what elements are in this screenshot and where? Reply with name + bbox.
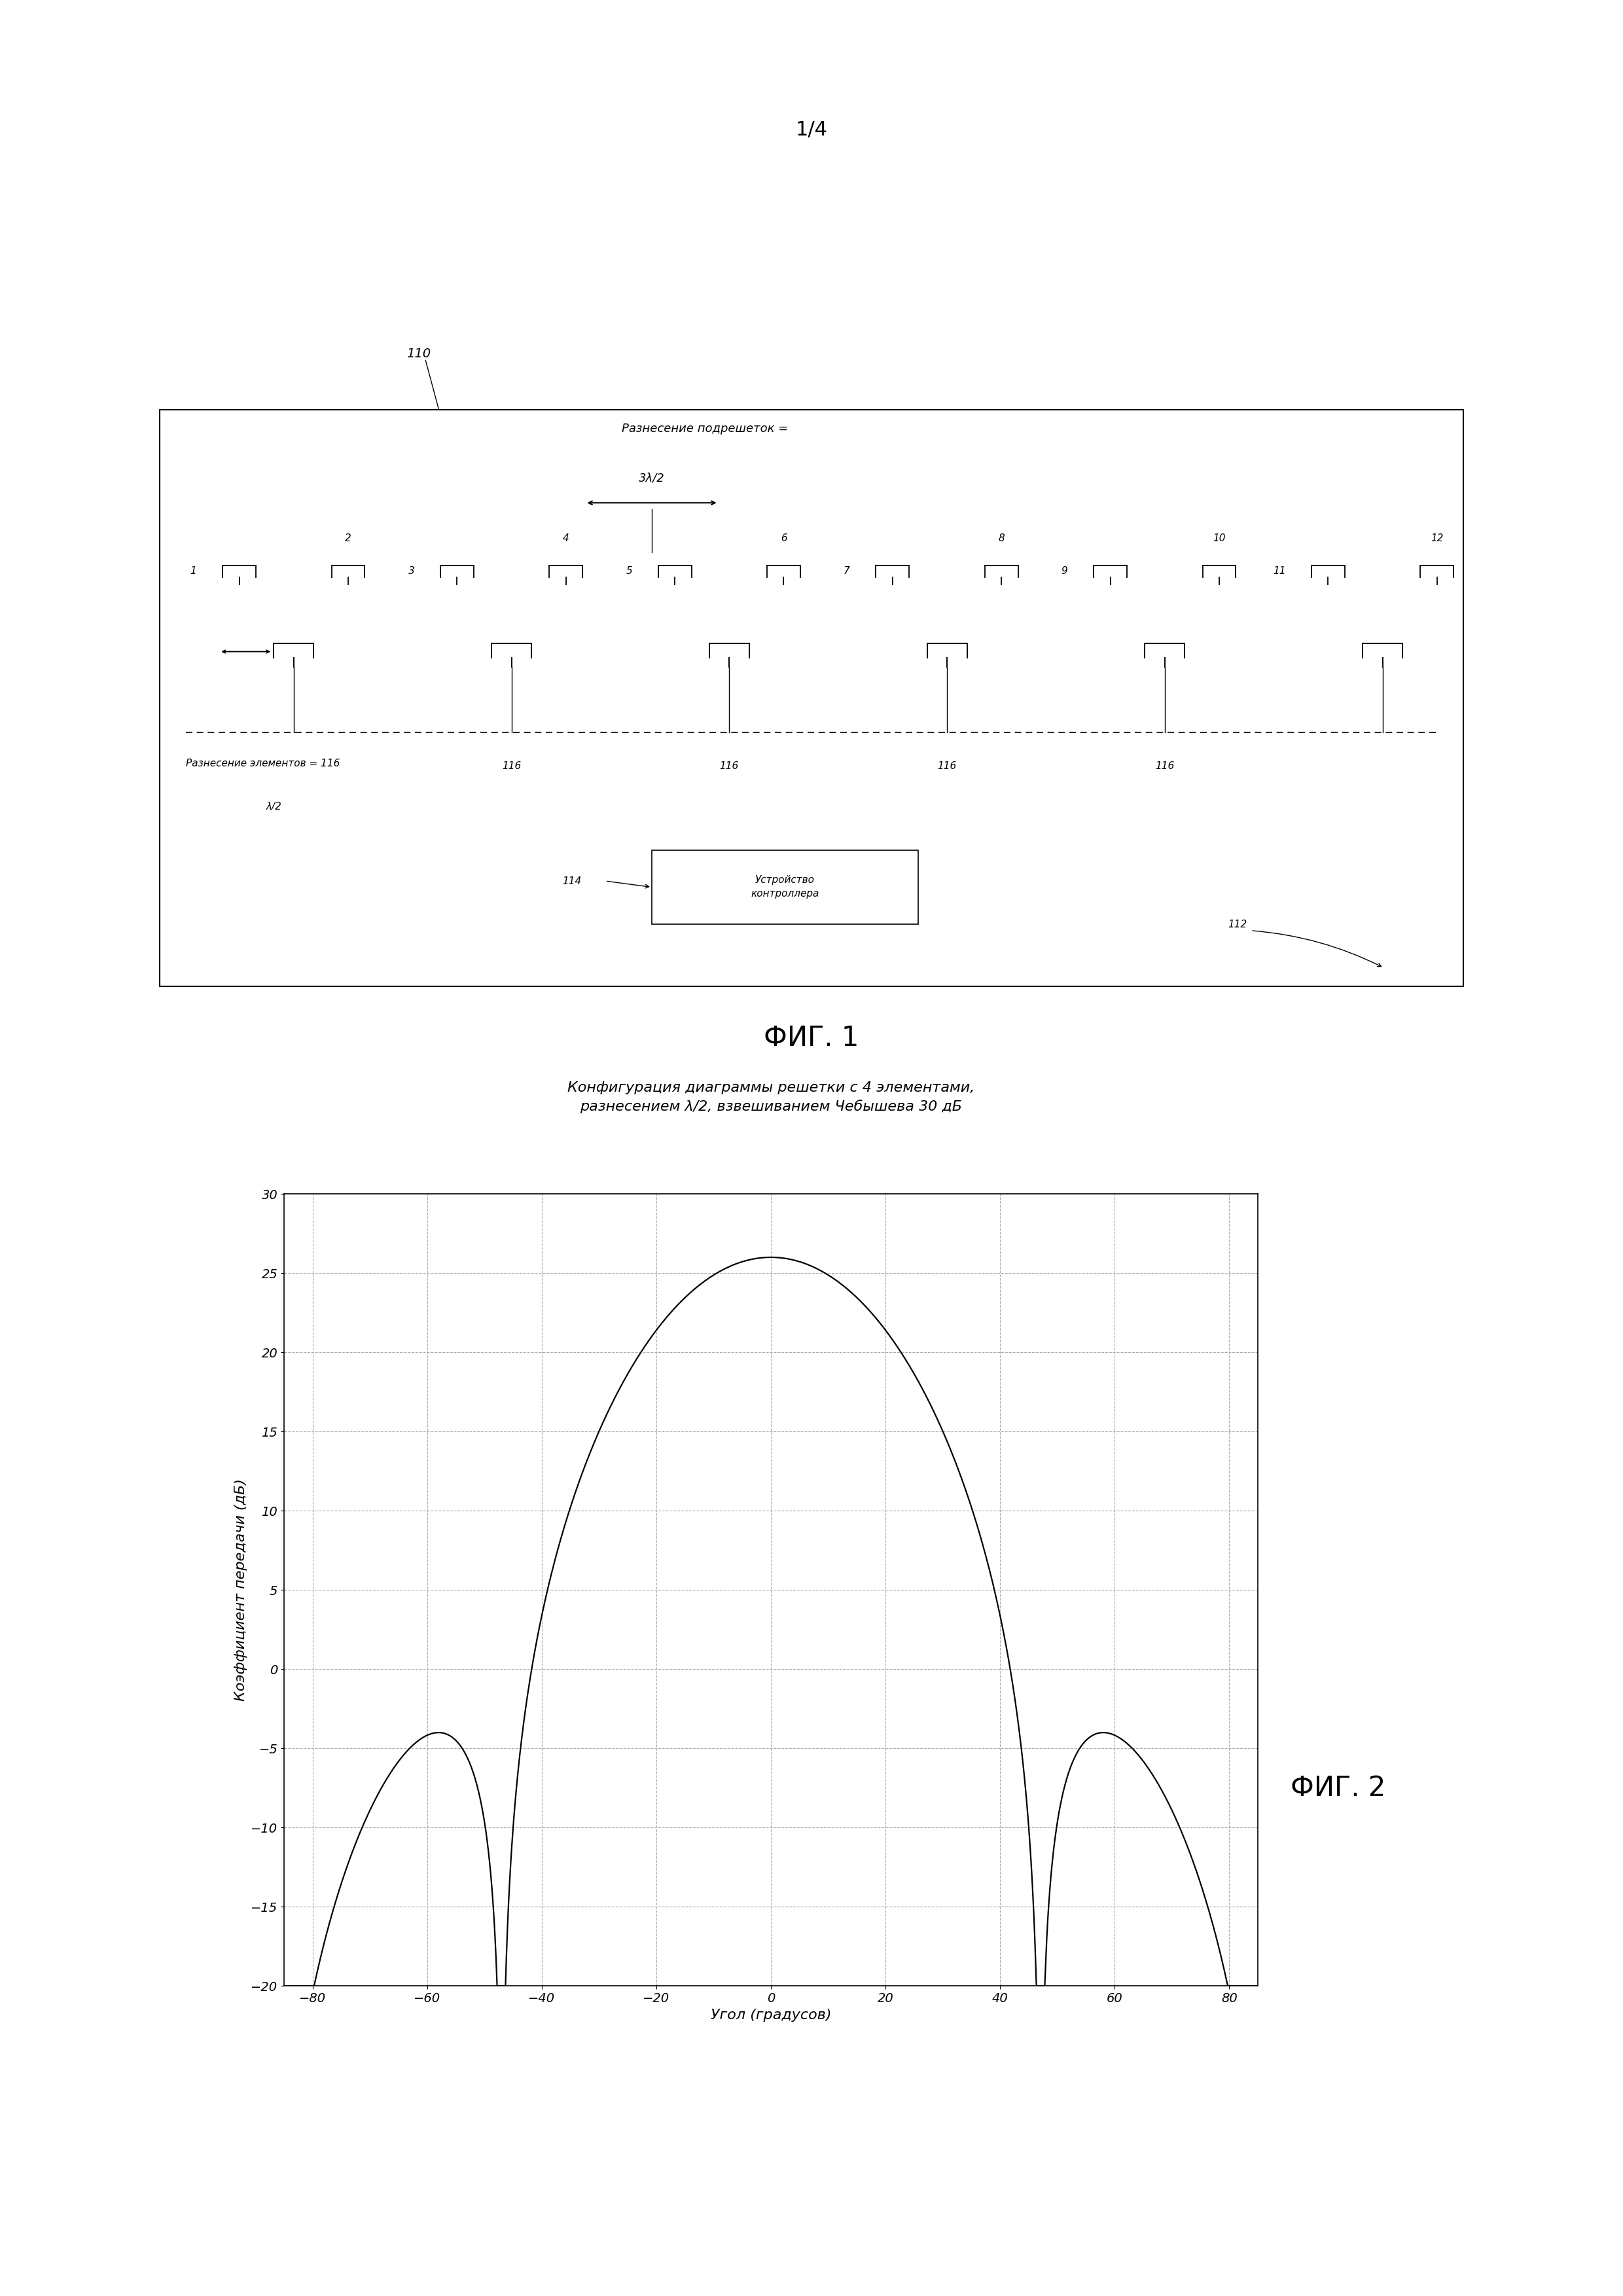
Text: 1/4: 1/4 bbox=[795, 119, 828, 140]
FancyBboxPatch shape bbox=[652, 850, 919, 925]
Text: λ/2: λ/2 bbox=[266, 801, 281, 810]
Text: 116: 116 bbox=[502, 762, 521, 771]
Text: 5: 5 bbox=[626, 567, 633, 576]
Text: 8: 8 bbox=[998, 533, 1005, 544]
Y-axis label: Коэффициент передачи (дБ): Коэффициент передачи (дБ) bbox=[234, 1479, 247, 1701]
Text: 112: 112 bbox=[1229, 918, 1246, 930]
Text: 2: 2 bbox=[346, 533, 351, 544]
Text: 3: 3 bbox=[407, 567, 414, 576]
Text: ФИГ. 1: ФИГ. 1 bbox=[764, 1024, 859, 1052]
Text: ФИГ. 2: ФИГ. 2 bbox=[1290, 1775, 1386, 1802]
Text: 6: 6 bbox=[781, 533, 787, 544]
Text: 4: 4 bbox=[563, 533, 570, 544]
Text: 116: 116 bbox=[1156, 762, 1175, 771]
Text: 116: 116 bbox=[719, 762, 738, 771]
Text: 3λ/2: 3λ/2 bbox=[639, 473, 665, 484]
FancyBboxPatch shape bbox=[159, 411, 1464, 987]
Text: 10: 10 bbox=[1212, 533, 1225, 544]
Text: 9: 9 bbox=[1061, 567, 1068, 576]
Text: Конфигурация диаграммы решетки с 4 элементами,
разнесением λ/2, взвешиванием Чеб: Конфигурация диаграммы решетки с 4 элеме… bbox=[568, 1081, 974, 1114]
Text: 12: 12 bbox=[1430, 533, 1443, 544]
Text: 11: 11 bbox=[1272, 567, 1285, 576]
Text: 114: 114 bbox=[563, 877, 581, 886]
Text: 110: 110 bbox=[407, 347, 432, 360]
Text: 7: 7 bbox=[844, 567, 850, 576]
Text: 1: 1 bbox=[190, 567, 196, 576]
Text: Разнесение элементов = 116: Разнесение элементов = 116 bbox=[187, 758, 341, 769]
Text: Устройство
контроллера: Устройство контроллера bbox=[751, 875, 820, 900]
X-axis label: Угол (градусов): Угол (градусов) bbox=[711, 2009, 831, 2020]
Text: Разнесение подрешеток =: Разнесение подрешеток = bbox=[622, 422, 789, 434]
Text: 116: 116 bbox=[938, 762, 956, 771]
